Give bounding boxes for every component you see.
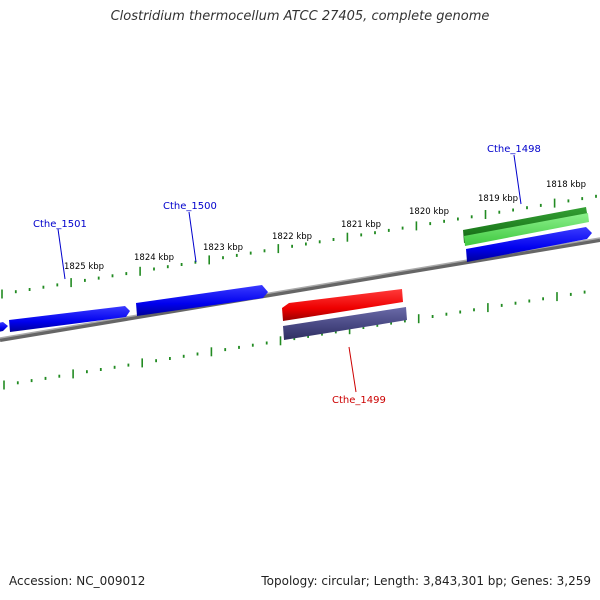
svg-text:Cthe_1501: Cthe_1501 xyxy=(33,219,87,230)
genome-title: Clostridium thermocellum ATCC 27405, com… xyxy=(110,9,490,24)
svg-text:Cthe_1498: Cthe_1498 xyxy=(487,144,541,155)
gene-label-cthe-1498[interactable]: Cthe_1498 xyxy=(487,144,541,205)
gene-label-cthe-1499[interactable]: Cthe_1499 xyxy=(332,346,386,406)
gene-label-cthe-1500[interactable]: Cthe_1500 xyxy=(163,201,217,263)
genome-summary-text: Topology: circular; Length: 3,843,301 bp… xyxy=(261,574,591,588)
cds-arrow-cthe-1501 xyxy=(9,306,130,332)
tick-label-1819: 1819 kbp xyxy=(478,194,518,204)
svg-text:Cthe_1499: Cthe_1499 xyxy=(332,395,386,406)
tick-labels: 1825 kbp 1824 kbp 1823 kbp 1822 kbp 1821… xyxy=(64,180,586,272)
accession-text: Accession: NC_009012 xyxy=(9,574,146,588)
cds-arrow-cthe-1500 xyxy=(136,285,268,316)
reverse-cds-track xyxy=(282,289,407,340)
cds-arrow-cthe-1499 xyxy=(282,289,403,321)
cds-arrow-left-edge xyxy=(0,322,8,332)
svg-text:Cthe_1500: Cthe_1500 xyxy=(163,201,217,212)
tick-label-1823: 1823 kbp xyxy=(203,243,243,253)
gene-label-cthe-1501[interactable]: Cthe_1501 xyxy=(33,219,87,280)
tick-label-1822: 1822 kbp xyxy=(272,232,312,242)
tick-label-1825: 1825 kbp xyxy=(64,262,104,272)
tick-label-1821: 1821 kbp xyxy=(341,220,381,230)
tick-label-1824: 1824 kbp xyxy=(134,253,174,263)
forward-gene-track xyxy=(463,207,589,246)
tick-row-outer xyxy=(1,194,597,299)
gene-bar-cthe-1498-light xyxy=(464,213,589,246)
forward-cds-track xyxy=(0,227,592,332)
gene-bar-cthe-1499 xyxy=(283,307,407,340)
cds-arrow-cthe-1498 xyxy=(466,227,592,262)
tick-label-1820: 1820 kbp xyxy=(409,207,449,217)
tick-label-1818: 1818 kbp xyxy=(546,180,586,190)
